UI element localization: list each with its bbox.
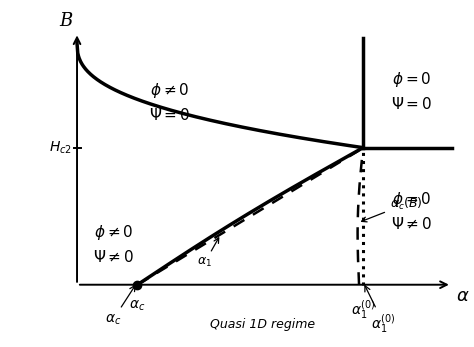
Text: Quasi 1D regime: Quasi 1D regime [210, 318, 315, 331]
Text: $H_{c2}$: $H_{c2}$ [49, 139, 72, 156]
Text: $\alpha$: $\alpha$ [456, 287, 469, 305]
Text: $\Psi = 0$: $\Psi = 0$ [149, 107, 191, 123]
Text: $\phi = 0$: $\phi = 0$ [392, 70, 431, 88]
Text: B: B [60, 12, 73, 30]
Text: $\phi \neq 0$: $\phi \neq 0$ [150, 81, 190, 100]
Text: $\phi = 0$: $\phi = 0$ [392, 190, 431, 209]
Text: $\alpha_1$: $\alpha_1$ [197, 238, 219, 269]
Text: $\Psi \neq 0$: $\Psi \neq 0$ [391, 217, 432, 232]
Text: $\alpha_c$: $\alpha_c$ [129, 298, 146, 313]
Text: $\alpha_c$: $\alpha_c$ [105, 286, 135, 327]
Text: $\alpha_1^{(0)}$: $\alpha_1^{(0)}$ [351, 298, 375, 321]
Text: $\Psi \neq 0$: $\Psi \neq 0$ [92, 249, 134, 265]
Text: $\alpha_c(B)$: $\alpha_c(B)$ [362, 196, 423, 222]
Text: $\Psi = 0$: $\Psi = 0$ [391, 96, 432, 112]
Text: $\phi \neq 0$: $\phi \neq 0$ [93, 223, 133, 242]
Text: $\alpha_1^{(0)}$: $\alpha_1^{(0)}$ [365, 286, 396, 335]
